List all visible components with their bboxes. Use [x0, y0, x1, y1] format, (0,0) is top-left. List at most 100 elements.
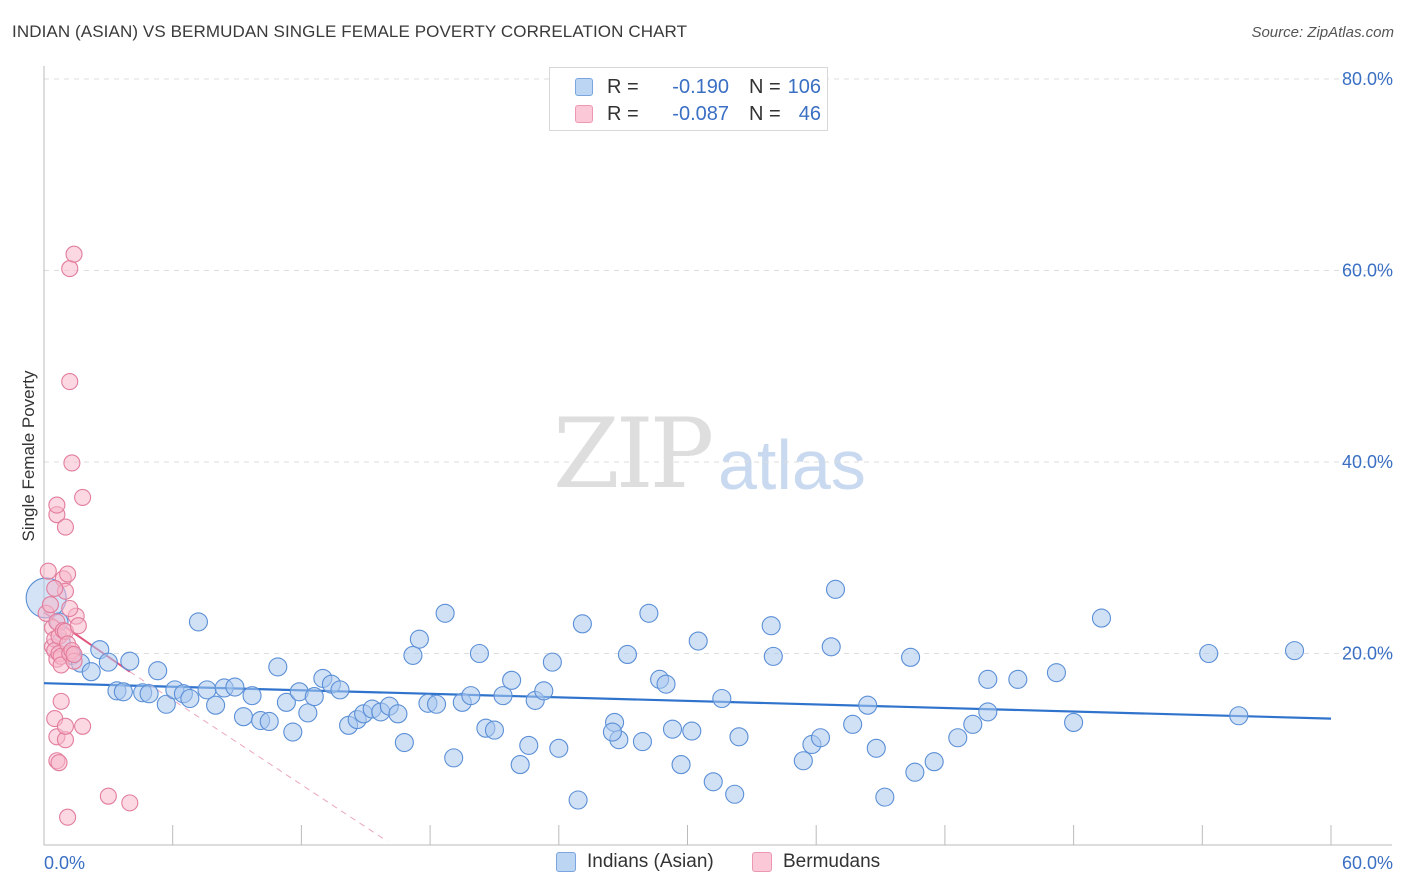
indian-point — [905, 762, 925, 782]
indian-point — [1229, 706, 1249, 726]
legend-r-value: -0.087 — [672, 102, 729, 125]
indian-point — [978, 702, 998, 722]
indian-point — [712, 688, 732, 709]
trendline-extension — [129, 671, 388, 842]
legend-r-value: -0.190 — [672, 75, 729, 98]
indian-point — [978, 669, 998, 689]
indian-point — [1046, 663, 1066, 683]
bermudan-point — [56, 717, 74, 735]
indian-point — [793, 751, 813, 771]
indian-point — [484, 720, 505, 740]
indian-point — [948, 728, 968, 748]
bermudan-point — [65, 245, 83, 263]
tick-labels: 20.0% 40.0% 60.0% 80.0% 0.0% 60.0% — [44, 69, 1393, 873]
indian-point — [388, 704, 408, 724]
legend-item-bermudans[interactable]: Bermudans — [752, 851, 880, 873]
bermudan-point — [63, 454, 81, 472]
legend-n-label: N = — [749, 75, 781, 98]
indian-point — [469, 643, 489, 664]
indian-point — [572, 614, 592, 634]
indian-point — [875, 787, 895, 807]
watermark-atlas: atlas — [718, 426, 866, 504]
legend-swatch-blue — [575, 78, 593, 96]
indian-point — [1091, 608, 1112, 628]
y-tick-label: 20.0% — [1342, 644, 1393, 664]
indian-point — [858, 695, 878, 715]
indian-point — [330, 680, 350, 700]
indian-point — [866, 738, 886, 758]
indian-point — [156, 694, 176, 714]
indian-point — [283, 722, 303, 742]
indian-point — [268, 657, 288, 677]
chart-title: INDIAN (ASIAN) VS BERMUDAN SINGLE FEMALE… — [12, 22, 688, 41]
indian-point — [843, 714, 863, 734]
indian-point — [568, 790, 588, 810]
indian-point — [542, 652, 562, 672]
indian-point — [632, 732, 653, 752]
indian-point — [1199, 643, 1219, 664]
indian-point — [180, 688, 200, 709]
indian-point — [1284, 641, 1305, 661]
indian-point — [233, 707, 254, 727]
legend-r-label: R = — [607, 75, 639, 98]
indian-point — [901, 647, 921, 667]
legend-row-indians: R = -0.190 N = 106 — [550, 74, 821, 100]
indian-point — [639, 603, 659, 623]
indian-point — [688, 631, 708, 651]
indian-point — [519, 735, 539, 755]
legend-r-label: R = — [607, 102, 639, 125]
indian-point — [510, 755, 530, 775]
indian-point — [461, 686, 481, 706]
indian-point — [435, 603, 455, 623]
legend-row-bermudans: R = -0.087 N = 46 — [550, 101, 821, 127]
bermudan-point — [59, 808, 77, 826]
legend-n-value: 46 — [798, 102, 821, 125]
indian-point — [276, 692, 296, 712]
indian-point — [1008, 669, 1028, 689]
indian-point — [188, 612, 208, 632]
indian-point — [403, 645, 423, 665]
bermudan-point — [69, 617, 87, 635]
legend-label-bermudans: Bermudans — [783, 851, 881, 872]
bermudan-point — [50, 754, 68, 772]
bermudan-point — [61, 260, 79, 278]
legend-swatch-pink — [575, 105, 593, 123]
bermudan-point — [56, 518, 74, 536]
indian-point — [148, 661, 168, 681]
indian-point — [703, 772, 723, 792]
legend-swatch-pink — [752, 852, 772, 872]
bermudan-point — [74, 717, 92, 735]
indian-point — [493, 686, 513, 706]
indian-point — [304, 687, 324, 707]
bermudan-point — [41, 596, 59, 614]
watermark-zip: ZIP — [553, 398, 714, 510]
indian-point — [81, 662, 101, 682]
bermudan-point — [39, 562, 57, 580]
bermudan-point — [61, 373, 79, 391]
bermudan-point — [61, 599, 79, 618]
series-indians-points — [25, 577, 1305, 810]
legend-swatch-blue — [556, 852, 576, 872]
indian-point — [259, 711, 279, 732]
stats-legend: R = -0.190 N = 106 R = -0.087 N = 46 — [549, 67, 828, 131]
indian-point — [671, 755, 691, 775]
x-tick-label: 60.0% — [1342, 853, 1393, 873]
indian-point — [426, 694, 447, 714]
legend-n-label: N = — [749, 102, 781, 125]
indian-point — [409, 629, 429, 649]
indian-point — [763, 646, 783, 666]
indian-point — [242, 686, 262, 706]
indian-point — [1064, 712, 1084, 732]
indian-point — [656, 674, 676, 694]
x-tick-label: 0.0% — [44, 853, 85, 873]
indian-point — [662, 719, 683, 739]
indian-point — [963, 714, 983, 734]
y-tick-label: 60.0% — [1342, 261, 1393, 281]
indian-point — [206, 695, 226, 715]
legend-n-value: 106 — [787, 75, 821, 98]
indian-point — [549, 738, 569, 758]
legend-item-indians[interactable]: Indians (Asian) — [556, 851, 714, 873]
indian-point — [534, 681, 554, 701]
indian-point — [682, 721, 702, 741]
indian-point — [617, 644, 637, 665]
